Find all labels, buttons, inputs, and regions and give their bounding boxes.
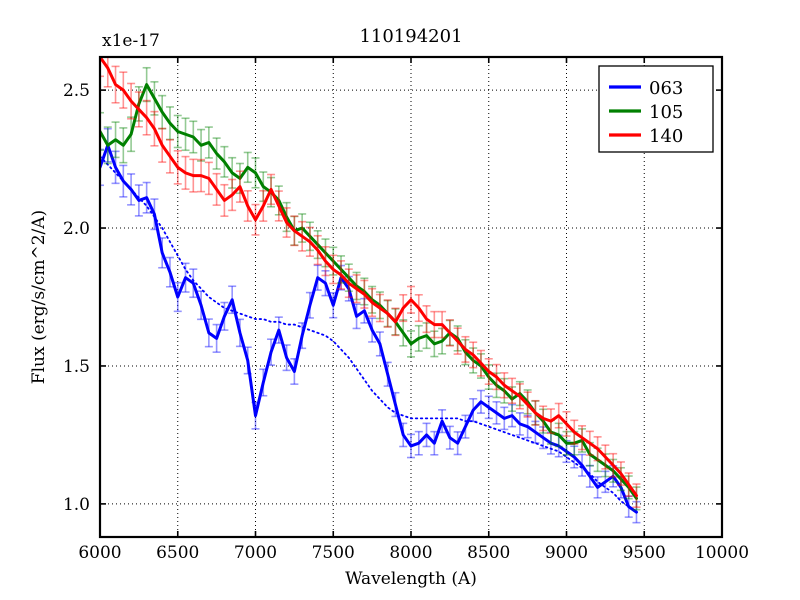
legend-item-105: 105: [609, 102, 683, 123]
chart-title: 110194201: [359, 26, 462, 47]
series-140: [100, 57, 641, 509]
ytick-label: 1.0: [63, 495, 90, 515]
ytick-label: 2.5: [63, 81, 90, 101]
ytick-label: 1.5: [63, 357, 90, 377]
x-axis-label: Wavelength (A): [345, 569, 477, 589]
y-axis-label: Flux (erg/s/cm^2/A): [29, 210, 49, 384]
legend-label-105: 105: [649, 102, 683, 123]
smooth-curve-063: [100, 155, 638, 514]
line-063: [100, 143, 638, 514]
xtick-label: 9000: [545, 543, 588, 563]
gridlines: [100, 57, 722, 537]
line-140: [100, 57, 638, 498]
xtick-label: 7500: [312, 543, 355, 563]
series-063: [100, 127, 641, 524]
xtick-label: 9500: [623, 543, 666, 563]
legend-item-140: 140: [609, 126, 683, 147]
xtick-label: 7000: [234, 543, 277, 563]
xtick-label: 8500: [467, 543, 510, 563]
legend-label-063: 063: [649, 78, 683, 99]
y-offset-label: x1e-17: [102, 31, 160, 51]
series-105: [100, 66, 641, 511]
xtick-label: 6000: [78, 543, 121, 563]
legend-box: [598, 65, 714, 153]
xtick-label: 6500: [156, 543, 199, 563]
legend-item-063: 063: [609, 78, 683, 99]
axis-ticks: 6000 6500 7000 7500 8000 8500 9000 9500 10000 1.0…: [63, 57, 749, 563]
ytick-label: 2.0: [63, 219, 90, 239]
xtick-label: 8000: [389, 543, 432, 563]
xtick-label: 10000: [695, 543, 749, 563]
legend-label-140: 140: [649, 126, 683, 147]
line-105: [100, 83, 638, 500]
legend: 063 105 140: [598, 65, 714, 153]
data-layer: [100, 57, 641, 524]
